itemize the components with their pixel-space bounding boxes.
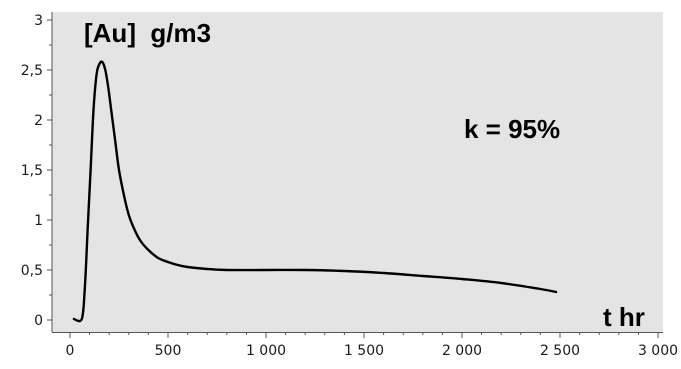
y-tick-label: 2 [34, 113, 43, 129]
x-axis-label: t hr [603, 302, 645, 332]
annotation-k: k = 95% [464, 114, 560, 144]
y-tick-label: 0 [34, 313, 43, 329]
ticks: 0 0,5 1 1,5 2 2,5 3 0 500 1 000 1 500 2 000 2 500 3 0… [21, 13, 678, 359]
x-tick-label: 500 [155, 343, 182, 359]
x-tick-label: 2 000 [442, 343, 482, 359]
axes [51, 12, 663, 333]
y-axis-label: [Au] g/m3 [84, 18, 211, 48]
plot-area [52, 12, 663, 332]
x-tick-label: 1 500 [344, 343, 384, 359]
x-tick-label: 1 000 [246, 343, 286, 359]
x-tick-label: 3 000 [638, 343, 678, 359]
y-tick-label: 1 [34, 213, 43, 229]
y-tick-label: 3 [34, 13, 43, 29]
x-tick-label: 2 500 [540, 343, 580, 359]
y-tick-label: 2,5 [21, 63, 43, 79]
series-line [72, 60, 558, 323]
y-tick-label: 0,5 [21, 263, 43, 279]
y-tick-label: 1,5 [21, 163, 43, 179]
x-tick-label: 0 [66, 343, 75, 359]
